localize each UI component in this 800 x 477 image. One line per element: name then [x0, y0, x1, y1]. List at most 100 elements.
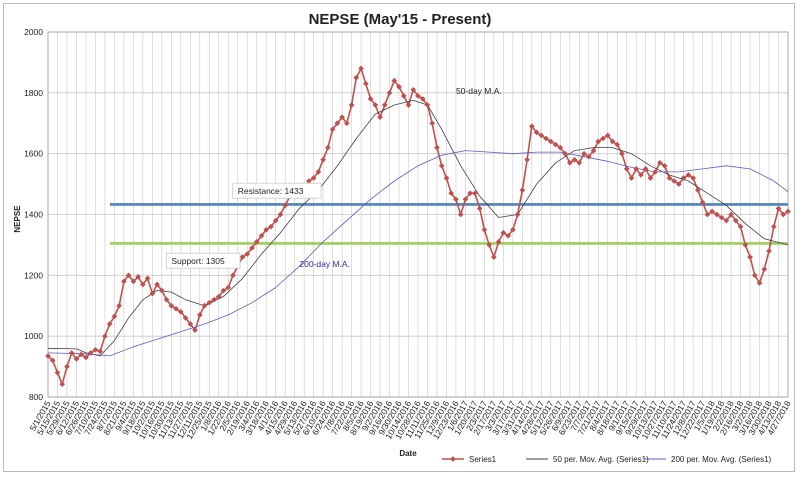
series1-point [448, 190, 455, 197]
series1-point [391, 77, 398, 84]
series1-point [111, 313, 118, 320]
series1-point [358, 65, 364, 72]
series1-point [144, 275, 151, 282]
series1-point [239, 254, 246, 260]
y-axis-label: NEPSE [13, 205, 22, 233]
series1-point [102, 333, 108, 339]
series1-point [623, 166, 630, 172]
series1-point [163, 296, 170, 303]
series1-point [633, 166, 640, 172]
series1-point [344, 120, 350, 127]
series1-point [92, 347, 99, 353]
series1-point [253, 239, 260, 245]
series1-point [78, 351, 85, 358]
series1-point [704, 211, 711, 218]
series1-point [68, 350, 75, 356]
series1-point [367, 96, 374, 102]
series1-point [230, 272, 236, 279]
ma200-line [47, 150, 789, 357]
series1-point [443, 175, 450, 181]
series1-point [310, 175, 317, 181]
series1-point [325, 144, 331, 151]
y-tick-label: 2000 [24, 27, 43, 37]
annotation-label: Resistance: 1433 [238, 186, 304, 196]
series1-point [438, 163, 445, 169]
reference-lines [110, 203, 788, 245]
series1-point [472, 190, 478, 197]
legend: Series1 50 per. Mov. Avg. (Series1) 200 pe… [442, 455, 772, 464]
series1-point [604, 132, 611, 139]
series1-point [434, 144, 440, 151]
series1-point [723, 217, 730, 224]
series1-point [775, 205, 782, 212]
series1-point [666, 175, 673, 181]
series1-point [614, 141, 621, 148]
annotation-box [165, 252, 241, 269]
series1-point [718, 214, 725, 221]
series1-point [647, 175, 654, 181]
series1-point [410, 86, 417, 93]
series1-point [529, 123, 535, 130]
series1-point [64, 363, 70, 370]
series1-point [177, 309, 184, 315]
series1-point [557, 144, 564, 151]
series1-point [690, 175, 696, 181]
series1-point [429, 120, 436, 127]
series1-point [249, 245, 255, 251]
series1-point [306, 178, 312, 184]
series1-point [154, 281, 160, 288]
series1-point [130, 278, 137, 285]
series1-point [486, 242, 492, 248]
series1-point [121, 278, 127, 285]
series1-point [329, 126, 336, 133]
series1-point [685, 172, 692, 178]
series1-point [59, 381, 66, 388]
series1-point [282, 202, 289, 209]
series1-point [481, 226, 488, 233]
series1-point [562, 150, 568, 157]
y-tick-label: 1800 [24, 88, 43, 98]
y-tick-label: 1000 [24, 331, 43, 341]
series1-point [524, 156, 530, 163]
y-tick-label: 1600 [24, 149, 43, 159]
series1-point [192, 327, 198, 333]
series1-point [600, 135, 606, 142]
series1-point [756, 280, 763, 286]
series1-point [339, 114, 345, 120]
series1-point [244, 251, 251, 257]
legend-marker [450, 456, 456, 462]
y-tick-label: 1400 [24, 210, 43, 220]
series1-point [538, 132, 545, 139]
series1-point [728, 211, 734, 218]
series1-point [140, 281, 146, 288]
series1-point [334, 120, 341, 127]
series1-point [424, 102, 431, 108]
plot-area-border [47, 31, 789, 398]
legend-label: Series1 [469, 455, 497, 464]
series1-point [590, 147, 597, 154]
series1-point [381, 102, 388, 108]
series1-point [211, 296, 217, 303]
series1-point [135, 274, 141, 280]
chart-frame: NEPSE (May'15 - Present) 800 1000 1200 1400… [3, 3, 795, 472]
series1-point [415, 93, 421, 99]
series1-point [201, 302, 208, 309]
series1-point [510, 226, 516, 233]
series1-point [576, 159, 583, 166]
series1-point [714, 211, 720, 218]
series1-point [500, 229, 507, 236]
series1-point [699, 199, 706, 206]
series1-point [405, 102, 412, 108]
chart-title: NEPSE (May'15 - Present) [309, 11, 492, 28]
series1-point [595, 138, 602, 145]
series1-point [73, 356, 80, 362]
series1-point [173, 305, 179, 312]
series1-point [457, 211, 464, 218]
series1-point [737, 223, 744, 230]
series1-point [467, 190, 474, 197]
series1-point [566, 159, 573, 166]
series1-point [206, 299, 213, 306]
series1-point [547, 138, 554, 145]
series1-point [785, 208, 791, 215]
series1-point [671, 178, 677, 184]
